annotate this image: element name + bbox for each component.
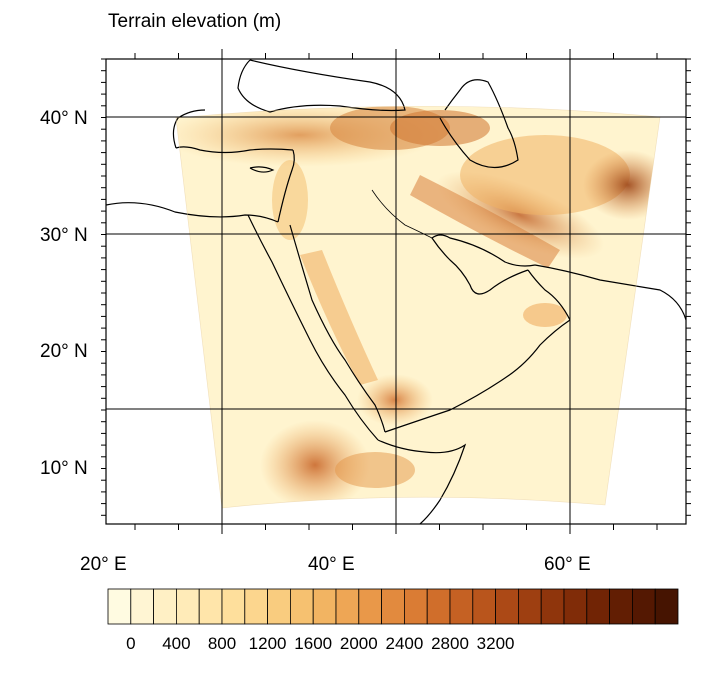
colorbar-swatch <box>518 588 542 625</box>
graticule <box>106 59 686 524</box>
colorbar-swatch <box>609 588 633 625</box>
colorbar-tick-label: 400 <box>162 634 190 653</box>
lat-label-10n: 10° N <box>40 458 88 479</box>
colorbar-tick-label: 1200 <box>249 634 287 653</box>
colorbar-labels: 0 400 800 1200 1600 2000 2400 2800 3200 <box>126 634 514 653</box>
colorbar-swatch <box>244 588 269 625</box>
colorbar-swatch <box>107 588 132 625</box>
colorbar-swatch <box>563 588 588 625</box>
colorbar-swatch <box>586 588 610 625</box>
colorbar-swatch <box>632 588 656 625</box>
colorbar-swatch <box>472 588 496 625</box>
colorbar-swatch <box>198 588 223 625</box>
colorbar-swatch <box>449 588 474 625</box>
colorbar-tick-label: 0 <box>126 634 135 653</box>
colorbar-swatch <box>335 588 360 625</box>
lon-label-20e: 20° E <box>80 554 127 575</box>
colorbar-swatch <box>130 588 155 625</box>
lat-label-30n: 30° N <box>40 225 88 246</box>
colorbar-tick-label: 2000 <box>340 634 378 653</box>
colorbar-swatch <box>221 588 246 625</box>
colorbar-swatch <box>289 588 314 625</box>
colorbar-tick-label: 3200 <box>477 634 515 653</box>
colorbar-swatch <box>381 588 405 625</box>
colorbar-swatch <box>267 588 291 625</box>
colorbar-tick-label: 2400 <box>385 634 423 653</box>
colorbar-swatch <box>358 588 382 625</box>
colorbar-swatch <box>403 588 428 625</box>
colorbar-swatch <box>153 588 177 625</box>
colorbar-swatch <box>426 588 451 625</box>
colorbar-swatch <box>495 588 519 625</box>
lon-label-40e: 40° E <box>308 554 355 575</box>
colorbar-swatch <box>175 588 200 625</box>
chart-title: Terrain elevation (m) <box>108 11 282 32</box>
colorbar <box>107 588 679 625</box>
axis-ticks <box>101 49 691 534</box>
colorbar-tick-label: 1600 <box>294 634 332 653</box>
colorbar-swatch <box>312 588 337 625</box>
colorbar-tick-label: 800 <box>208 634 236 653</box>
colorbar-tick-label: 2800 <box>431 634 469 653</box>
lat-label-20n: 20° N <box>40 341 88 362</box>
lon-label-60e: 60° E <box>544 554 591 575</box>
lat-label-40n: 40° N <box>40 108 88 129</box>
colorbar-swatch <box>654 588 679 625</box>
elevation-shading <box>176 106 660 508</box>
colorbar-swatch <box>540 588 565 625</box>
